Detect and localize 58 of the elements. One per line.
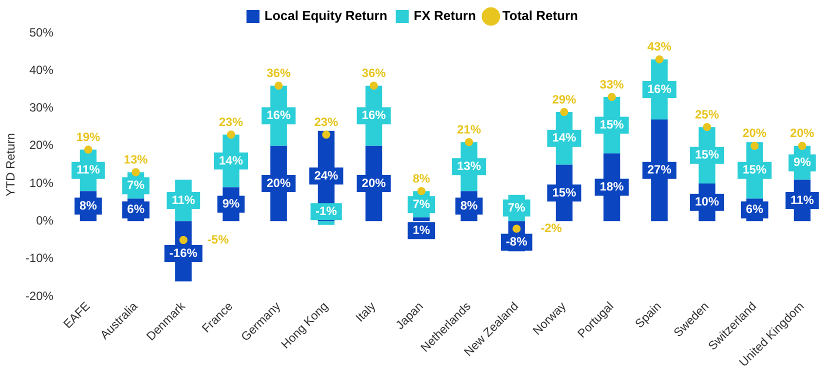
y-tick-label: 20% (29, 138, 54, 152)
data-label: 13% (124, 152, 148, 167)
data-label: 33% (600, 77, 624, 92)
legend-label: FX Return (414, 8, 476, 24)
y-tick-label: 40% (29, 62, 54, 77)
data-label: 16% (362, 108, 386, 122)
data-label: 6% (127, 202, 145, 216)
data-label: 16% (647, 82, 672, 96)
y-tick-label: 10% (29, 176, 54, 190)
y-axis-title: YTD Return (4, 133, 18, 196)
legend-label: Total Return (502, 8, 578, 24)
data-label: 23% (218, 114, 244, 129)
y-tick-label: 30% (29, 100, 54, 115)
data-label: 25% (694, 107, 720, 122)
y-tick-label: 0% (36, 213, 54, 228)
data-label: 15% (552, 185, 577, 200)
data-label: 9% (794, 155, 812, 170)
data-label: 20% (266, 176, 291, 190)
data-label: 8% (460, 198, 478, 212)
data-label: -16% (169, 246, 198, 260)
legend-label: Local Equity Return (264, 8, 388, 24)
data-label: 15% (600, 118, 624, 132)
data-label: 11% (76, 162, 100, 177)
data-label: 21% (456, 122, 482, 136)
data-label: 20% (790, 126, 815, 140)
data-label: 1% (412, 222, 430, 237)
data-label: 36% (362, 66, 386, 80)
y-tick-label: 50% (29, 25, 54, 40)
data-label: 27% (647, 162, 672, 177)
data-label: 10% (694, 194, 720, 209)
data-label: 11% (172, 192, 196, 207)
data-label: 9% (222, 196, 240, 211)
data-label: 24% (314, 168, 339, 182)
data-label: 36% (266, 66, 291, 80)
data-label: 15% (694, 148, 720, 162)
data-label: 14% (218, 153, 244, 168)
data-label: 8% (80, 198, 98, 212)
data-label: -2% (540, 221, 562, 236)
data-label: 6% (746, 202, 764, 216)
data-label: 20% (362, 176, 386, 190)
data-label: 16% (266, 108, 291, 122)
data-label: 8% (412, 171, 430, 186)
data-label: -5% (207, 232, 230, 246)
data-label: 20% (742, 126, 767, 140)
data-label: -1% (316, 204, 338, 218)
data-label: 23% (314, 114, 339, 129)
data-label: 19% (76, 130, 101, 144)
data-label: 14% (552, 130, 577, 145)
y-tick-label: -20% (25, 288, 54, 303)
data-label: 29% (552, 92, 577, 106)
data-label: -8% (506, 234, 528, 249)
data-label: 13% (456, 158, 482, 173)
data-label: 43% (647, 40, 672, 54)
data-label: 15% (742, 162, 767, 177)
x-tick-label: Italy (352, 299, 378, 325)
y-tick-label: -10% (25, 251, 54, 266)
data-label: 11% (790, 192, 814, 207)
data-label: 18% (600, 180, 624, 194)
